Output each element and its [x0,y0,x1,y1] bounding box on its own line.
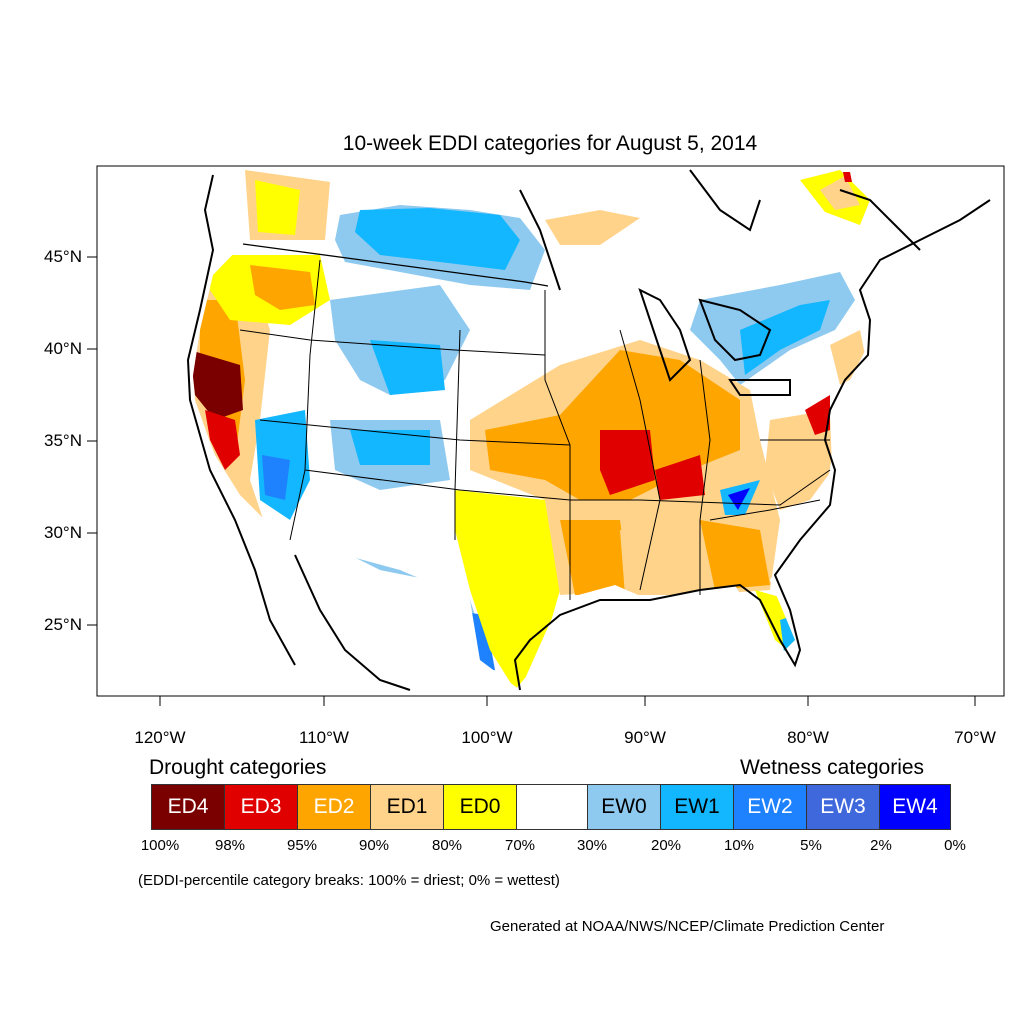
map-frame [96,165,1005,697]
legend-box-ed3: ED3 [224,784,298,830]
lon-label-110: 110°W [299,728,349,747]
legend-box-ew3: EW3 [806,784,880,830]
lon-label-120: 120°W [134,728,186,747]
state-boundaries [239,243,831,600]
lat-label-45: 45°N [44,247,82,266]
pct-label-95: 95% [286,837,318,854]
pct-label-70: 70% [504,837,536,854]
region-ontario-ed1 [545,210,640,245]
region-missouri-ed3 [600,430,655,495]
map-title: 10-week EDDI categories for August 5, 20… [342,132,758,155]
region-central-california-ed3 [205,410,240,470]
pct-label-10: 10% [723,837,755,854]
legend-box-ew1: EW1 [660,784,734,830]
region-delaware-ed3 [805,395,830,435]
lon-label-90: 90°W [624,728,666,747]
region-four-corners-ew1 [350,430,430,465]
coastlines [186,169,991,691]
legend-box-ew2: EW2 [733,784,807,830]
region-canada-west-ed0 [255,180,300,235]
region-midwest-ed2 [485,350,740,500]
legend-box-ew0: EW0 [587,784,661,830]
region-quebec-ed3 [843,172,852,182]
pct-label-2: 2% [870,837,892,854]
lat-label-25: 25°N [44,615,82,634]
region-kentucky-ed3 [655,455,705,500]
region-virginia-ed1 [765,410,832,510]
region-quebec-ed1 [820,176,860,210]
legend-box-ed0: ED0 [443,784,517,830]
lon-label-70: 70°W [954,728,996,747]
lat-ticks [87,256,97,626]
pct-label-98: 98% [214,837,246,854]
region-mississippi-ed1 [620,530,705,595]
legend-box-ew4: EW4 [879,784,951,830]
pct-label-100: 100% [140,837,180,854]
lat-label-30: 30°N [44,523,82,542]
lon-label-100: 100°W [461,728,513,747]
region-louisiana-ed2 [560,520,630,595]
pct-label-80: 80% [431,837,463,854]
lon-ticks [159,696,976,706]
region-idaho-ed2 [250,265,315,310]
lon-label-80: 80°W [787,728,829,747]
drought-heading: Drought categories [149,756,327,779]
lat-label-35: 35°N [44,431,82,450]
region-carolina-ew4 [728,488,750,510]
pct-label-20: 20% [650,837,682,854]
legend-box-ed2: ED2 [297,784,371,830]
pct-label-0: 0% [944,837,966,854]
pct-label-5: 5% [800,837,822,854]
legend-box-ed4: ED4 [151,784,225,830]
region-texas-ed0 [455,490,560,690]
region-georgia-ed2 [700,520,770,590]
region-colorado-ew1 [370,340,445,395]
pct-label-90: 90% [358,837,390,854]
region-lake-ontario-ew1 [740,300,830,375]
wetness-heading: Wetness categories [740,756,925,779]
lat-label-40: 40°N [44,339,82,358]
credit-line: Generated at NOAA/NWS/NCEP/Climate Predi… [490,918,885,935]
region-southern-nevada-ew2 [262,455,290,500]
region-canada-prairie-ew1 [355,208,520,270]
legend-box-ed1: ED1 [370,784,444,830]
category-breaks-note: (EDDI-percentile category breaks: 100% =… [138,872,560,889]
region-northern-california-ed4 [190,350,243,420]
legend-box-neutral [516,784,588,830]
pct-label-30: 30% [576,837,608,854]
